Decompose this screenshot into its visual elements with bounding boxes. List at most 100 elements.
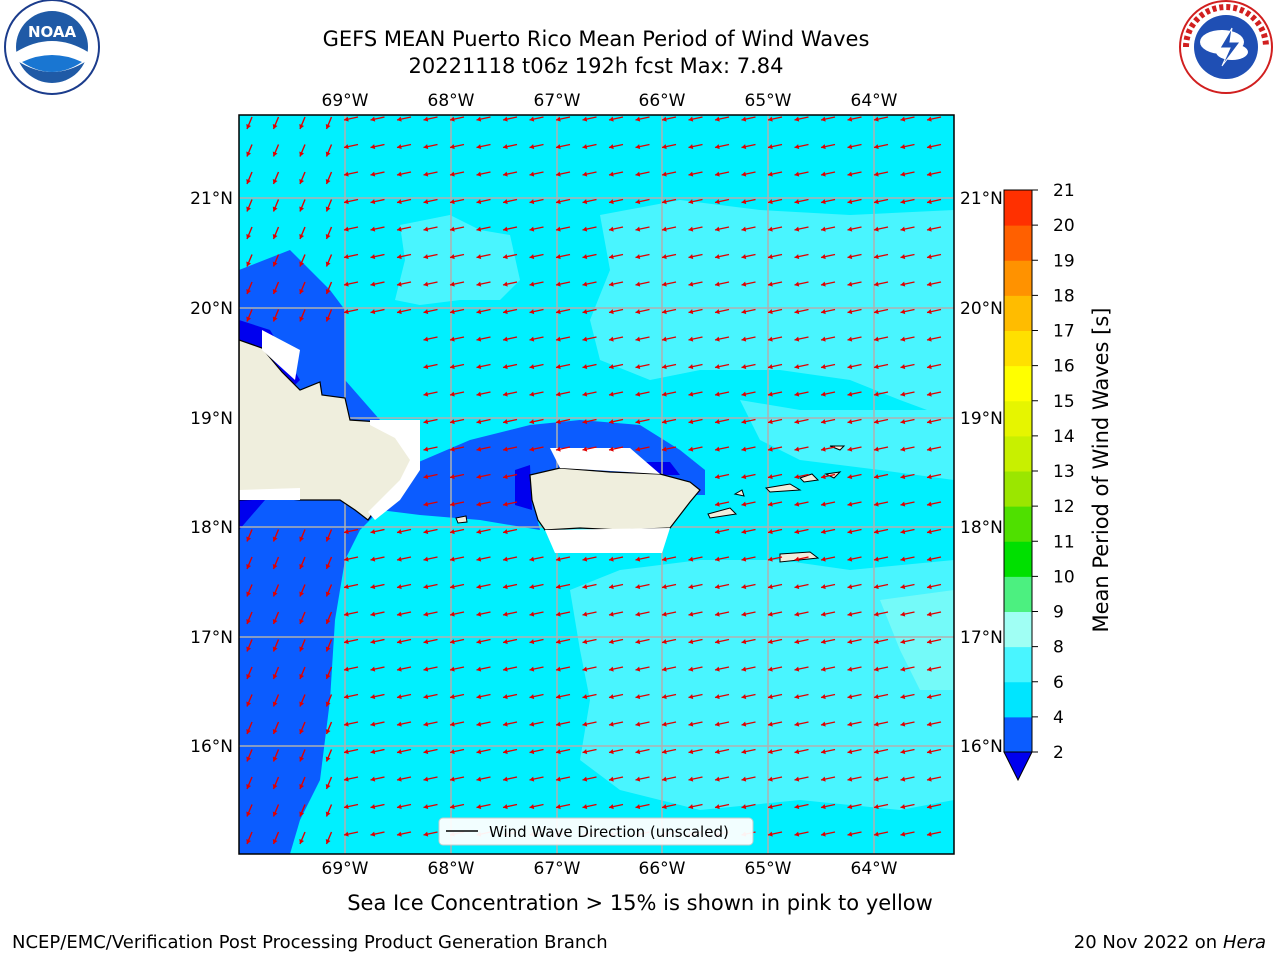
wind-arrow-head (821, 419, 826, 425)
wind-arrow-head (662, 721, 667, 727)
wind-arrow-head (794, 721, 800, 727)
wind-arrow-head (423, 254, 429, 260)
wind-arrow-head (582, 281, 588, 287)
wind-arrow-head (299, 179, 305, 184)
wind-arrow-head (821, 501, 826, 507)
wind-arrow-head (794, 309, 800, 315)
wind-arrow-head (450, 309, 455, 315)
wind-arrow-head (246, 591, 252, 597)
wind-arrow-head (662, 639, 667, 645)
wind-arrow-head (635, 556, 641, 562)
land-vieques (707, 507, 738, 519)
wind-arrow-head (529, 804, 535, 810)
wind-arrow-head (503, 721, 508, 727)
wind-arrow-head (450, 116, 455, 122)
wind-arrow-head (768, 144, 773, 150)
lon-label-bottom: 66°W (639, 859, 686, 879)
wind-arrow-head (325, 151, 331, 157)
wind-arrow-head (476, 776, 482, 782)
wind-arrow-head (821, 199, 826, 205)
wind-arrow-head (272, 811, 278, 817)
wind-arrow-head (900, 694, 906, 700)
wind-arrow-head (609, 199, 614, 205)
wind-arrow-head (900, 364, 906, 370)
wind-arrow-head (476, 281, 482, 287)
wind-arrow-head (344, 281, 349, 287)
wind-arrow-head (344, 199, 349, 205)
wind-arrow-head (370, 309, 376, 315)
colorbar-segment (1004, 576, 1032, 612)
wind-arrow-head (503, 776, 508, 782)
wind-arrow-head (821, 639, 826, 645)
wind-arrow-head (476, 474, 482, 480)
wind-arrow-head (582, 556, 588, 562)
wind-arrow-head (423, 226, 429, 232)
wind-arrow-head (768, 309, 773, 315)
wind-arrow-head (397, 776, 402, 782)
wind-arrow-head (741, 281, 747, 287)
wind-arrow-head (450, 171, 455, 177)
wind-arrow-head (741, 611, 747, 617)
wind-arrow-head (847, 831, 853, 837)
wind-arrow-head (503, 556, 508, 562)
wind-arrow-head (503, 144, 508, 150)
wind-arrow-head (246, 536, 252, 542)
wind-arrow-head (794, 474, 800, 480)
wind-arrow-head (582, 639, 588, 645)
wind-arrow-head (423, 639, 429, 645)
wind-arrow-head (423, 474, 429, 480)
wind-arrow-head (556, 749, 561, 755)
colorbar-tick-label: 21 (1053, 181, 1075, 201)
wind-arrow-head (423, 501, 429, 507)
wind-arrow-head (609, 419, 614, 425)
wind-arrow-head (847, 226, 853, 232)
wind-arrow-head (299, 674, 305, 679)
wind-arrow-head (900, 171, 906, 177)
wind-arrow-head (794, 776, 800, 782)
wind-arrow-head (397, 199, 402, 205)
wind-arrow-head (874, 281, 879, 287)
wind-arrow-head (299, 756, 305, 762)
wind-arrow-head (325, 261, 331, 267)
wind-arrow-head (741, 666, 747, 672)
wind-arrow-head (529, 666, 535, 672)
wind-arrow-head (529, 199, 535, 205)
lon-label-top: 65°W (745, 91, 792, 111)
wind-arrow-head (715, 419, 720, 425)
wind-arrow-head (246, 151, 252, 157)
wind-arrow-head (821, 144, 826, 150)
wind-arrow-head (299, 316, 305, 322)
wind-arrow-head (423, 584, 429, 590)
wind-arrow-head (397, 804, 402, 810)
colorbar-tick-label: 15 (1053, 392, 1075, 412)
wind-arrow-head (450, 749, 455, 755)
wind-arrow-head (299, 564, 305, 569)
wind-arrow-head (529, 446, 535, 452)
wind-arrow-head (556, 144, 561, 150)
wind-arrow-head (529, 776, 535, 782)
wind-arrow-head (688, 364, 694, 370)
colorbar-segment (1004, 190, 1032, 226)
land-puerto-rico (529, 467, 701, 531)
wind-arrow-head (344, 144, 349, 150)
wind-arrow-head (794, 694, 800, 700)
wind-arrow-head (450, 666, 455, 672)
wind-arrow-head (529, 391, 535, 397)
wind-arrow-head (246, 701, 252, 707)
wind-arrow-head (794, 364, 800, 370)
wind-arrow-head (847, 749, 853, 755)
wind-arrow-head (821, 364, 826, 370)
wind-arrow-head (821, 666, 826, 672)
wind-arrow-head (874, 749, 879, 755)
wind-arrow-head (794, 391, 800, 397)
wind-arrow-head (609, 171, 614, 177)
wind-arrow-head (662, 419, 667, 425)
wind-arrow-head (450, 254, 455, 260)
colorbar-segment (1004, 330, 1032, 367)
wind-arrow-head (927, 226, 932, 232)
wind-arrow-head (794, 639, 800, 645)
wind-arrow-head (582, 144, 588, 150)
wind-arrow-head (768, 254, 773, 260)
wind-arrow-head (609, 336, 614, 342)
wind-arrow-head (503, 584, 508, 590)
